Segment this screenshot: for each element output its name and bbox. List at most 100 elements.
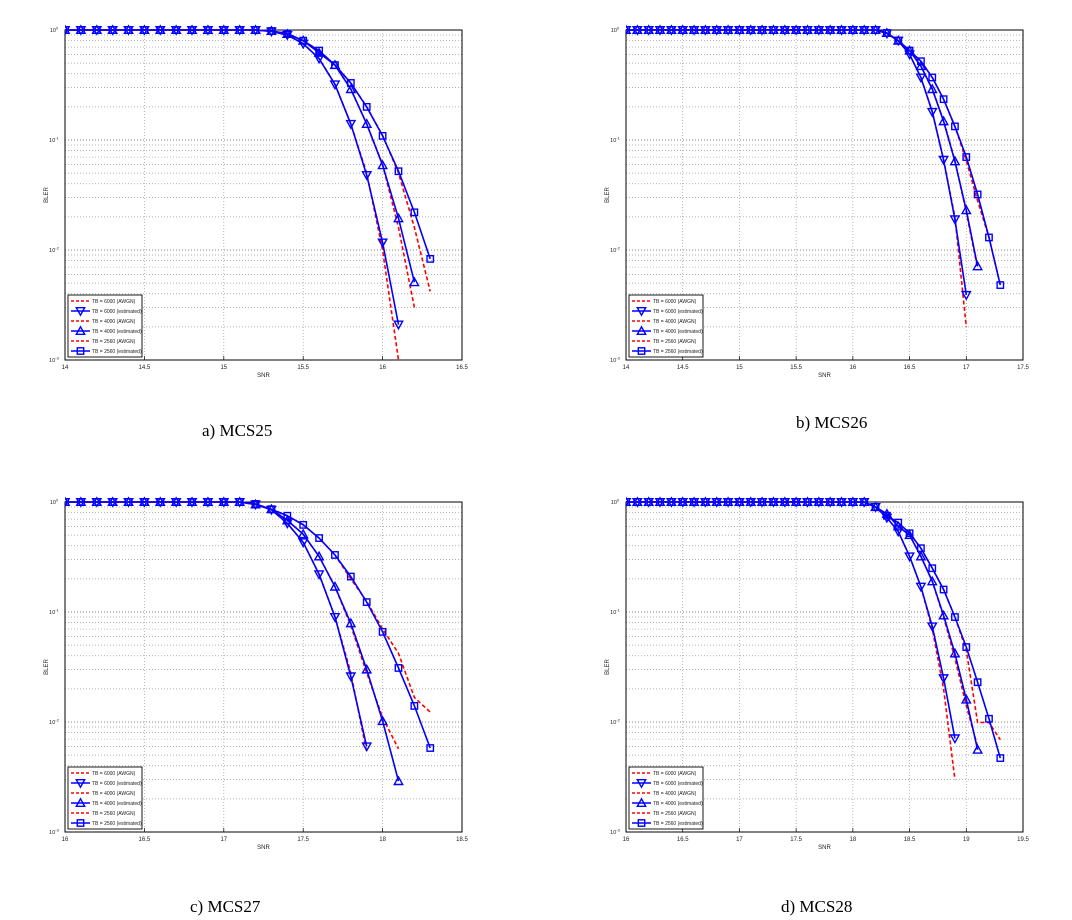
x-tick-label: 16 bbox=[850, 365, 857, 371]
data-point bbox=[837, 498, 846, 506]
data-point bbox=[410, 208, 419, 217]
y-tick-base: 10 bbox=[49, 830, 55, 836]
y-tick-exponent: -3 bbox=[55, 356, 59, 361]
series-tb-6000-estimated- bbox=[65, 25, 404, 331]
y-tick-base: 10 bbox=[610, 830, 616, 836]
chart-panel-c: 16 16.5 17 17.5 18 18.5 100 10-1 10-2 10-3 SNR BLER… bbox=[30, 492, 470, 864]
x-tick-label: 17.5 bbox=[790, 837, 802, 843]
data-point bbox=[204, 26, 212, 34]
data-point bbox=[644, 26, 653, 34]
data-point bbox=[928, 73, 937, 82]
y-tick-exponent: -1 bbox=[55, 136, 59, 141]
y-tick-base: 10 bbox=[610, 610, 616, 616]
series-line bbox=[65, 501, 400, 750]
data-point bbox=[746, 498, 755, 506]
series-line bbox=[626, 501, 956, 780]
chart-svg: 16 16.5 17 17.5 18 18.510010-110-210-3SNRBLER… bbox=[44, 496, 468, 851]
data-point bbox=[410, 702, 419, 710]
series-line bbox=[626, 501, 979, 747]
data-point bbox=[949, 647, 961, 658]
legend-label: TB = 4000 (AWGN) bbox=[92, 791, 136, 797]
data-point bbox=[882, 511, 891, 520]
data-point bbox=[393, 212, 404, 223]
data-point bbox=[377, 238, 388, 249]
data-point bbox=[283, 29, 292, 38]
data-point bbox=[378, 627, 387, 636]
legend-label: TB = 2560 (AWGN) bbox=[653, 339, 697, 345]
data-point bbox=[156, 26, 165, 34]
legend-marker bbox=[75, 325, 86, 336]
x-tick-label: 18 bbox=[850, 837, 857, 843]
legend-marker bbox=[76, 347, 85, 355]
series-tb-2560-awgn- bbox=[65, 29, 431, 292]
x-tick-label: 16.5 bbox=[677, 837, 689, 843]
x-tick-label: 16 bbox=[379, 365, 386, 371]
data-point bbox=[860, 498, 869, 506]
data-point bbox=[393, 320, 404, 331]
legend: TB = 6000 (AWGN) TB = 6000 (estimated) TB … bbox=[67, 294, 143, 358]
data-point bbox=[251, 26, 260, 34]
y-tick-exponent: -2 bbox=[616, 246, 620, 251]
y-tick-exponent: 0 bbox=[56, 26, 59, 31]
data-point bbox=[315, 46, 323, 55]
x-tick-label: 19 bbox=[963, 837, 970, 843]
legend-marker bbox=[637, 347, 646, 355]
data-point bbox=[299, 520, 308, 529]
x-tick-label: 16 bbox=[623, 837, 630, 843]
y-tick-exponent: 0 bbox=[617, 26, 620, 31]
y-tick-label: 10-1 bbox=[49, 608, 59, 617]
legend-box bbox=[67, 294, 143, 358]
x-tick-label: 17 bbox=[963, 365, 970, 371]
series-line bbox=[626, 29, 1002, 286]
x-tick-label: 17 bbox=[736, 837, 743, 843]
legend-label: TB = 4000 (estimated) bbox=[653, 329, 703, 335]
data-point bbox=[949, 155, 961, 166]
data-point bbox=[361, 118, 373, 128]
series-tb-4000-estimated- bbox=[65, 496, 404, 786]
series-line bbox=[626, 501, 1001, 741]
data-point bbox=[361, 663, 373, 674]
x-tick-label: 15 bbox=[736, 365, 743, 371]
data-point bbox=[871, 503, 880, 511]
series-line bbox=[65, 29, 400, 325]
x-tick-label: 15.5 bbox=[297, 365, 309, 371]
data-point bbox=[938, 674, 949, 684]
series-tb-4000-awgn- bbox=[626, 501, 979, 747]
data-point bbox=[724, 498, 732, 506]
data-point bbox=[108, 26, 117, 34]
data-point bbox=[76, 26, 85, 34]
data-point bbox=[633, 498, 642, 506]
data-point bbox=[331, 61, 339, 69]
y-tick-label: 10-2 bbox=[610, 718, 620, 727]
data-point bbox=[724, 26, 732, 34]
data-point bbox=[378, 131, 387, 140]
legend-marker bbox=[636, 306, 647, 317]
series-tb-4000-estimated- bbox=[626, 496, 984, 754]
data-point bbox=[837, 26, 846, 34]
data-point bbox=[962, 153, 971, 161]
data-point bbox=[408, 276, 420, 287]
data-point bbox=[905, 529, 914, 538]
data-point bbox=[313, 550, 325, 561]
data-point bbox=[860, 26, 869, 34]
data-point bbox=[826, 498, 835, 506]
chart-panel-b: 14 14.5 15 15.5 16 16.5 17 17.5 100 10-1 10-2 10-3 S… bbox=[591, 20, 1031, 392]
y-tick-base: 10 bbox=[610, 138, 616, 144]
data-point bbox=[973, 678, 982, 687]
data-point bbox=[188, 498, 196, 506]
y-tick-exponent: -3 bbox=[616, 828, 620, 833]
series-tb-2560-awgn- bbox=[65, 501, 431, 713]
series-tb-4000-estimated- bbox=[626, 24, 984, 271]
caption-c: c) MCS27 bbox=[190, 897, 261, 916]
chart-panel-a: 14 14.5 15 15.5 16 16.5 100 10-1 10-2 10-3 SNR BLER… bbox=[30, 20, 470, 392]
data-point bbox=[667, 498, 676, 506]
y-tick-base: 10 bbox=[611, 28, 617, 34]
y-tick-base: 10 bbox=[610, 720, 616, 726]
data-point bbox=[362, 102, 371, 111]
data-point bbox=[65, 26, 69, 34]
series-line bbox=[626, 29, 1002, 286]
x-tick-label: 19.5 bbox=[1017, 837, 1029, 843]
x-tick-label: 17.5 bbox=[297, 837, 309, 843]
data-point bbox=[894, 518, 903, 527]
series-line bbox=[65, 501, 431, 749]
